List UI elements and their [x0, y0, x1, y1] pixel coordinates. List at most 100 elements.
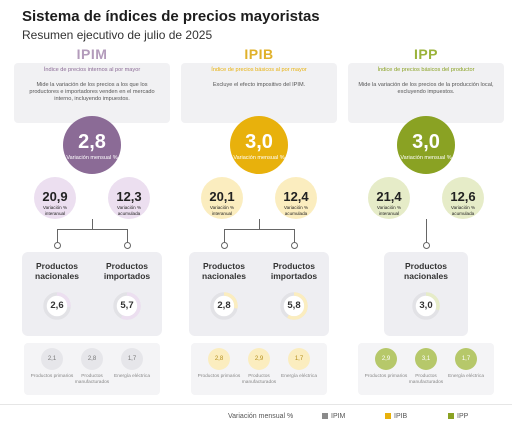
- connector-right: [294, 229, 295, 243]
- subindex-label: Energía eléctrica: [281, 374, 317, 379]
- description-card: Índice de precios internos al por mayor M…: [14, 63, 170, 123]
- subindex-circle: 2,1: [41, 348, 63, 370]
- monthly-label: Variación mensual %: [233, 155, 285, 161]
- legend-item: IPP: [448, 413, 468, 420]
- subindex-label: Productos primarios: [364, 374, 408, 379]
- legend-swatch: [448, 413, 454, 420]
- connector-left: [57, 229, 58, 243]
- subindex-label: Productos primarios: [30, 374, 74, 379]
- index-description: Mide la variación de los precios a los q…: [29, 82, 155, 102]
- cumulative-label: Variación % acumulada: [283, 205, 309, 216]
- connector-dot: [291, 242, 298, 249]
- subindex-label: Energía eléctrica: [114, 374, 150, 379]
- connector-dot: [54, 242, 61, 249]
- subindex-circle: 2,9: [248, 348, 270, 370]
- series-name: IPIM: [76, 46, 108, 62]
- legend-item: IPIB: [385, 413, 407, 420]
- interannual-label: Variación % interanual: [42, 205, 68, 216]
- cumulative-value: 12,6: [450, 189, 476, 204]
- legend-label: IPP: [457, 413, 469, 420]
- description-card: Índice de precios básicos al por mayor Ex…: [181, 63, 337, 123]
- connector-right: [127, 229, 128, 243]
- monthly-variation-circle: 3,0 Variación mensual %: [230, 116, 288, 174]
- cumulative-label: Variación % acumulada: [116, 205, 142, 216]
- subindex-label: Energía eléctrica: [448, 374, 484, 379]
- cumulative-value: 12,4: [283, 189, 309, 204]
- interannual-value: 20,1: [209, 189, 235, 204]
- product-title: Productos nacionales: [202, 261, 246, 281]
- interannual-circle: 21,4 Variación % interanual: [368, 177, 410, 219]
- ring-fill: [43, 292, 71, 320]
- subindex-circle: 2,8: [81, 348, 103, 370]
- subindex-circle: 2,9: [375, 348, 397, 370]
- monthly-label: Variación mensual %: [66, 155, 118, 161]
- interannual-value: 20,9: [42, 189, 68, 204]
- subindex-label: Productos manufacturados: [241, 374, 277, 385]
- product-ring: [210, 292, 238, 320]
- index-description: Mide la variación de los precios de la p…: [358, 82, 494, 95]
- monthly-value: 3,0: [245, 131, 273, 153]
- ring-fill: [113, 292, 141, 320]
- subindex-circle: 2,8: [208, 348, 230, 370]
- product-value: 2,6: [50, 300, 64, 311]
- subindex-circle: 1,7: [288, 348, 310, 370]
- subindex-label: Productos manufacturados: [74, 374, 110, 385]
- connector-dot: [221, 242, 228, 249]
- product-ring: [280, 292, 308, 320]
- page-title: Sistema de índices de precios mayoristas: [22, 8, 320, 25]
- monthly-label: Variación mensual %: [400, 155, 452, 161]
- product-title: Productos nacionales: [35, 261, 79, 281]
- monthly-value: 2,8: [78, 131, 106, 153]
- product-title: Productos importados: [103, 261, 151, 281]
- index-description: Excluye el efecto impositivo del IPIM.: [212, 82, 306, 88]
- monthly-value: 3,0: [412, 131, 440, 153]
- series-name: IPIB: [244, 46, 274, 62]
- legend-label: IPIB: [394, 413, 408, 420]
- products-panel: [189, 252, 329, 336]
- products-panel: [22, 252, 162, 336]
- product-title: Productos nacionales: [404, 261, 448, 281]
- subindex-circle: 3,1: [415, 348, 437, 370]
- connector-dot: [423, 242, 430, 249]
- subindex-label: Productos primarios: [197, 374, 241, 379]
- legend-swatch: [385, 413, 391, 420]
- connector-vertical: [259, 219, 260, 229]
- product-value: 3,0: [419, 300, 433, 311]
- connector-horizontal: [57, 229, 127, 230]
- ring-fill: [412, 292, 440, 320]
- page-subtitle: Resumen ejecutivo de julio de 2025: [22, 28, 213, 42]
- product-title: Productos importados: [270, 261, 318, 281]
- product-ring: [412, 292, 440, 320]
- product-value: 5,7: [120, 300, 134, 311]
- product-ring: [43, 292, 71, 320]
- legend-swatch: [322, 413, 328, 420]
- ring-fill: [280, 292, 308, 320]
- cumulative-circle: 12,3 Variación % acumulada: [108, 177, 150, 219]
- product-value: 5,8: [287, 300, 301, 311]
- index-header: Índice de precios básicos del productor: [377, 67, 475, 73]
- connector-vertical: [426, 219, 427, 243]
- product-value: 2,8: [217, 300, 231, 311]
- cumulative-value: 12,3: [116, 189, 142, 204]
- interannual-label: Variación % interanual: [209, 205, 235, 216]
- description-card: Índice de precios básicos del productor M…: [348, 63, 504, 123]
- legend-monthly: Variación mensual %: [228, 413, 294, 420]
- product-ring: [113, 292, 141, 320]
- cumulative-label: Variación % acumulada: [450, 205, 476, 216]
- legend-item: IPIM: [322, 413, 345, 420]
- monthly-variation-circle: 3,0 Variación mensual %: [397, 116, 455, 174]
- connector-horizontal: [224, 229, 294, 230]
- ring-fill: [210, 292, 238, 320]
- cumulative-circle: 12,6 Variación % acumulada: [442, 177, 484, 219]
- connector-left: [224, 229, 225, 243]
- interannual-value: 21,4: [376, 189, 402, 204]
- index-header: Índice de precios internos al por mayor: [43, 67, 141, 73]
- footer-divider: [0, 404, 512, 405]
- subindex-circle: 1,7: [455, 348, 477, 370]
- series-name: IPP: [413, 46, 439, 62]
- cumulative-circle: 12,4 Variación % acumulada: [275, 177, 317, 219]
- interannual-label: Variación % interanual: [376, 205, 402, 216]
- interannual-circle: 20,9 Variación % interanual: [34, 177, 76, 219]
- legend-label: IPIM: [331, 413, 346, 420]
- monthly-variation-circle: 2,8 Variación mensual %: [63, 116, 121, 174]
